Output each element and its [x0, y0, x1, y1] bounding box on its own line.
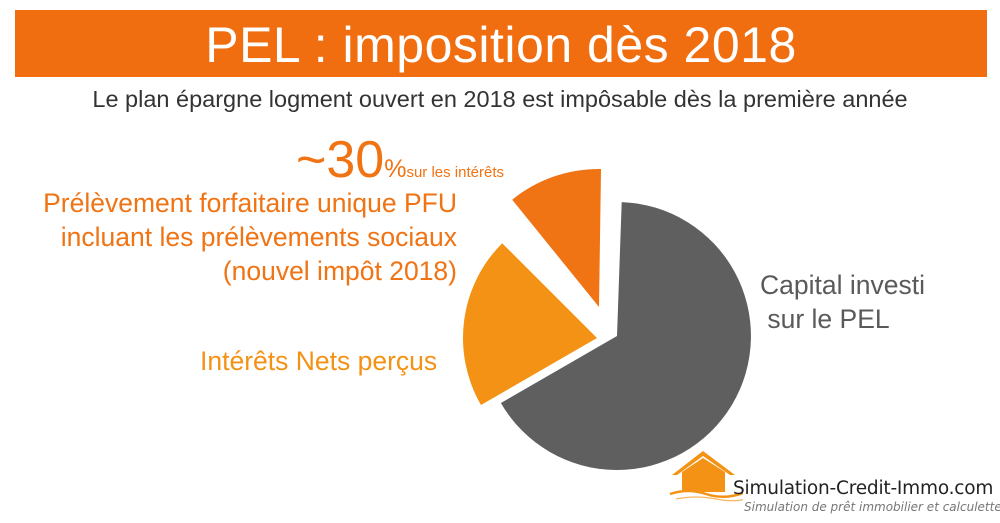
capital-slice-label: Capital investi sur le PEL: [760, 270, 925, 334]
tax-slice-label: Prélèvement forfaitaire unique PFU inclu…: [43, 186, 457, 288]
tax-rate-value: ~30: [296, 131, 385, 189]
page-title: PEL : imposition dès 2018: [205, 16, 797, 73]
logo-site-name: Simulation-Credit-Immo.com: [733, 478, 994, 499]
tax-rate-percent-sign: %: [384, 155, 407, 183]
tax-label-line-3: (nouvel impôt 2018): [222, 256, 457, 286]
tax-label-line-1: Prélèvement forfaitaire unique PFU: [43, 188, 457, 218]
logo-tagline: Simulation de prêt immobilier et calcule…: [744, 500, 1000, 514]
page-subtitle: Le plan épargne logment ouvert en 2018 e…: [92, 86, 908, 112]
title-banner: PEL : imposition dès 2018: [15, 10, 987, 77]
house-icon: [669, 451, 743, 502]
tax-rate-annotation: ~30%sur les intérêts: [296, 134, 504, 186]
site-logo[interactable]: Simulation-Credit-Immo.com Simulation de…: [668, 446, 1000, 523]
pie-slice-tax: [512, 168, 601, 307]
tax-rate-note: sur les intérêts: [406, 164, 504, 181]
net-interest-slice-label: Intérêts Nets perçus: [200, 346, 438, 376]
pie-slice-capital: [500, 202, 751, 471]
tax-label-line-2: incluant les prélèvements sociaux: [60, 222, 457, 252]
pie-slice-net-interest: [462, 243, 597, 405]
